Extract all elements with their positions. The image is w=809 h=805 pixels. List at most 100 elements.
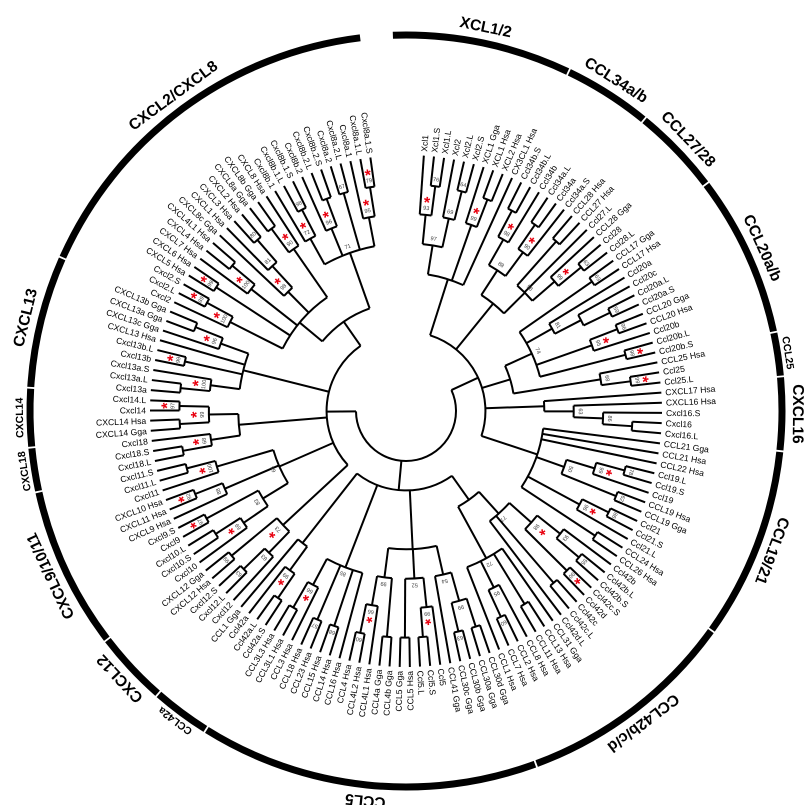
branch-line bbox=[539, 353, 626, 378]
leaf-label: Cxcl13a bbox=[115, 382, 147, 395]
clade-arc bbox=[623, 350, 628, 360]
support-asterisk-icon: * bbox=[197, 464, 215, 476]
clade-arc bbox=[209, 433, 213, 446]
branch-line bbox=[593, 331, 651, 352]
clade-arc bbox=[613, 491, 619, 501]
clade-arc bbox=[329, 623, 339, 629]
clade-arc bbox=[382, 635, 392, 639]
family-arc-label: CCL5 bbox=[344, 790, 386, 805]
clade-arc bbox=[442, 216, 455, 221]
branch-line bbox=[527, 601, 546, 627]
bootstrap-value: 99 bbox=[597, 466, 605, 474]
branch-line bbox=[205, 551, 230, 572]
bootstrap-value: 99 bbox=[200, 411, 206, 417]
branch-line bbox=[180, 387, 210, 393]
bootstrap-value: 72 bbox=[485, 559, 493, 567]
clade-arc bbox=[518, 331, 541, 377]
branch-line bbox=[419, 607, 424, 638]
branch-line bbox=[426, 245, 434, 275]
branch-line bbox=[593, 268, 620, 287]
branch-line bbox=[210, 384, 240, 391]
bootstrap-value: 63 bbox=[577, 408, 583, 414]
branch-line bbox=[479, 624, 491, 654]
branch-line bbox=[301, 472, 358, 544]
support-asterisk-icon: * bbox=[423, 610, 432, 628]
branch-line bbox=[434, 576, 452, 664]
branch-line bbox=[369, 187, 376, 217]
clade-arc bbox=[365, 603, 378, 608]
branch-line bbox=[581, 553, 606, 574]
branch-line bbox=[595, 461, 625, 472]
branch-line bbox=[430, 186, 437, 216]
branch-line bbox=[159, 471, 189, 482]
clade-arc bbox=[457, 189, 467, 194]
branch-line bbox=[523, 229, 588, 293]
branch-line bbox=[520, 486, 596, 537]
branch-line bbox=[206, 301, 234, 318]
family-arc-label: CXCL16 bbox=[789, 384, 806, 444]
branch-line bbox=[289, 545, 308, 571]
bootstrap-value: 62 bbox=[618, 494, 626, 502]
bootstrap-value: 93 bbox=[423, 206, 430, 213]
branch-line bbox=[238, 416, 327, 426]
leaf-label: Cxcl18 bbox=[121, 436, 148, 449]
branch-line bbox=[481, 434, 538, 456]
bootstrap-value: 90 bbox=[522, 243, 531, 252]
branch-line bbox=[478, 491, 500, 515]
branch-line bbox=[309, 238, 326, 265]
clade-arc bbox=[356, 472, 453, 492]
branch-line bbox=[451, 475, 470, 501]
branch-line bbox=[515, 186, 532, 214]
leaf-label: Cxcl13a.L bbox=[109, 370, 148, 385]
branch-line bbox=[184, 360, 243, 376]
branch-line bbox=[319, 624, 331, 653]
clade-arc bbox=[419, 213, 432, 217]
clade-arc bbox=[284, 565, 296, 575]
family-arc-segment bbox=[776, 377, 786, 451]
bootstrap-value: 100 bbox=[201, 379, 208, 389]
bootstrap-value: 69 bbox=[446, 209, 453, 216]
branch-line bbox=[573, 401, 662, 407]
branch-line bbox=[554, 319, 582, 335]
branch-line bbox=[385, 578, 393, 637]
branch-line bbox=[310, 172, 324, 201]
branch-line bbox=[316, 564, 342, 620]
clade-arc bbox=[471, 624, 481, 629]
clade-arc bbox=[457, 491, 480, 508]
family-arc-segment bbox=[105, 638, 160, 696]
leaf-label: CXCL14 Hsa bbox=[96, 416, 147, 428]
branch-line bbox=[516, 240, 557, 287]
branch-line bbox=[549, 585, 570, 610]
branch-line bbox=[256, 594, 276, 620]
family-arc-segment bbox=[567, 69, 646, 122]
branch-line bbox=[397, 460, 403, 491]
branch-line bbox=[205, 249, 231, 270]
branch-line bbox=[268, 530, 291, 554]
branch-line bbox=[210, 434, 241, 441]
leaf-label: Cxcl14 bbox=[120, 405, 147, 415]
clade-arc bbox=[184, 463, 189, 473]
clade-arc bbox=[237, 413, 242, 436]
bootstrap-value: 90 bbox=[286, 240, 295, 248]
bootstrap-value: 100 bbox=[220, 314, 230, 325]
bootstrap-value: 99 bbox=[223, 555, 232, 564]
bootstrap-value: 96 bbox=[581, 503, 589, 511]
branch-line bbox=[226, 227, 269, 271]
bootstrap-value: 88 bbox=[496, 261, 504, 269]
bootstrap-value: 79 bbox=[366, 178, 373, 185]
family-arc-segment bbox=[205, 726, 537, 791]
branch-line bbox=[157, 349, 187, 359]
bootstrap-value: 98 bbox=[295, 200, 303, 208]
branch-line bbox=[504, 614, 519, 642]
family-arc-segment bbox=[59, 34, 361, 259]
branch-line bbox=[194, 482, 223, 495]
support-asterisk-icon: * bbox=[189, 411, 206, 418]
support-asterisk-icon: * bbox=[531, 522, 548, 539]
family-arc-segment bbox=[156, 691, 208, 732]
branch-line bbox=[349, 160, 365, 219]
branch-line bbox=[550, 236, 595, 278]
bootstrap-value: 96 bbox=[619, 323, 627, 331]
branch-line bbox=[151, 433, 211, 442]
branch-line bbox=[513, 378, 601, 395]
support-asterisk-icon: * bbox=[365, 607, 375, 625]
